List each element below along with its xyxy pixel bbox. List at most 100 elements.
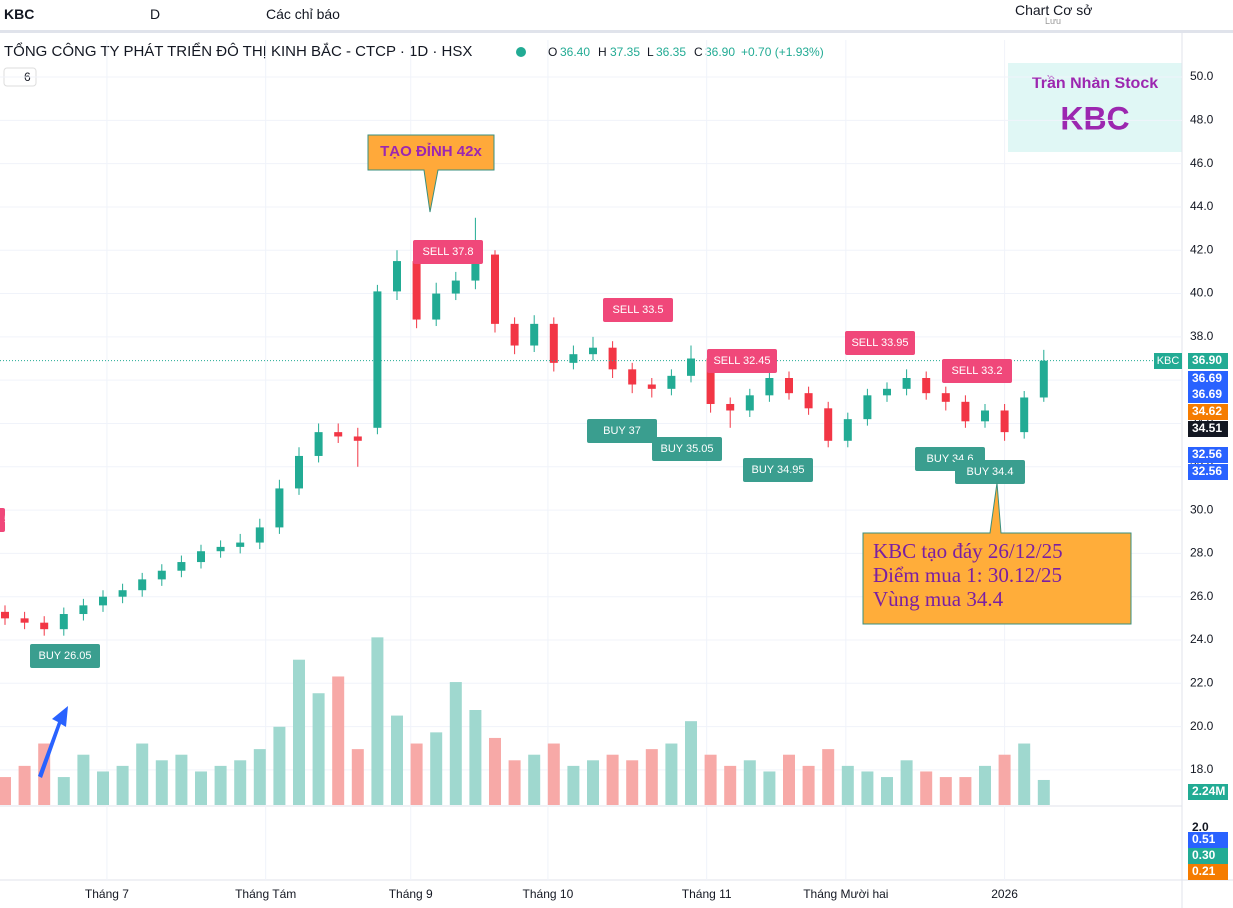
signal-box bbox=[0, 508, 5, 532]
volume-bar bbox=[665, 743, 678, 805]
signal-label: BUY 34.95 bbox=[751, 464, 804, 476]
h-value: 37.35 bbox=[610, 45, 640, 59]
volume-bar bbox=[587, 760, 599, 805]
signal-label: SELL 33.5 bbox=[613, 304, 664, 316]
candle-body bbox=[314, 432, 323, 456]
candle-body bbox=[883, 388, 891, 396]
axis-badge bbox=[1188, 404, 1228, 420]
axis-badge-label: 32.56 bbox=[1192, 447, 1222, 461]
volume-bar bbox=[332, 676, 345, 805]
y-tick-label: 22.0 bbox=[1190, 675, 1214, 689]
o-value: 36.40 bbox=[560, 45, 590, 59]
legend: TỔNG CÔNG TY PHÁT TRIỂN ĐÔ THỊ KINH BẮC … bbox=[3, 42, 824, 87]
candle-body bbox=[745, 395, 754, 411]
y-tick-label: 24.0 bbox=[1190, 632, 1214, 646]
o-label: O bbox=[548, 45, 557, 59]
volume-bar bbox=[449, 682, 462, 805]
grid bbox=[0, 40, 1182, 880]
candle-body bbox=[981, 410, 989, 422]
candle-body bbox=[295, 455, 303, 489]
candle-body bbox=[706, 358, 715, 404]
candle-body bbox=[373, 291, 382, 428]
axis-badge bbox=[1188, 848, 1228, 864]
volume-bar bbox=[959, 777, 972, 805]
interval[interactable]: D bbox=[150, 6, 161, 22]
volume-bar bbox=[979, 765, 991, 805]
candle-body bbox=[510, 323, 519, 346]
indicators[interactable]: Các chỉ báo bbox=[266, 6, 340, 22]
symbol-search[interactable]: KBC bbox=[4, 6, 35, 22]
note-line: Vùng mua 34.4 bbox=[873, 587, 1004, 611]
volume-bar bbox=[939, 777, 952, 805]
candle-body bbox=[843, 419, 852, 441]
volume-bar bbox=[1037, 779, 1050, 805]
x-tick-label: Tháng 9 bbox=[389, 887, 433, 901]
candle-body bbox=[1, 611, 9, 619]
volume-bar bbox=[763, 771, 776, 805]
y-tick-label: 42.0 bbox=[1190, 242, 1214, 256]
volume-bar bbox=[508, 760, 521, 805]
volume-bar bbox=[253, 749, 266, 805]
candle-body bbox=[491, 254, 499, 324]
candle-body bbox=[549, 323, 558, 363]
volume-bar bbox=[626, 760, 639, 805]
x-tick-label: Tháng Tám bbox=[235, 887, 296, 901]
change: +0.70 (+1.93%) bbox=[741, 45, 824, 59]
volume-bar bbox=[410, 743, 423, 805]
candle-body bbox=[647, 384, 656, 389]
y-tick-label: 50.0 bbox=[1190, 69, 1214, 83]
volume-bar bbox=[724, 765, 737, 805]
volume-bar bbox=[430, 732, 443, 805]
volume-bar bbox=[273, 726, 286, 805]
volume-bar bbox=[312, 693, 325, 805]
volume-bar bbox=[116, 765, 129, 805]
candle-body bbox=[99, 596, 107, 606]
candle-body bbox=[804, 393, 813, 409]
toolbar: KBC D Các chỉ báo Chart Cơ sở Lưu bbox=[0, 0, 1233, 33]
candle-body bbox=[138, 579, 147, 591]
volume-bar bbox=[469, 710, 482, 805]
x-tick-label: Tháng 11 bbox=[682, 887, 732, 901]
candle-body bbox=[412, 261, 421, 320]
volume-bar bbox=[0, 777, 11, 805]
save[interactable]: Lưu bbox=[1045, 16, 1062, 26]
signal-box bbox=[587, 419, 657, 443]
layout[interactable]: Chart Cơ sở bbox=[1015, 2, 1093, 18]
note-line: KBC tạo đáy 26/12/25 bbox=[873, 539, 1063, 563]
signal-box bbox=[942, 359, 1012, 383]
candle-body bbox=[1039, 360, 1048, 398]
volume-bar bbox=[77, 754, 90, 805]
volume-bar bbox=[920, 771, 933, 805]
axis-badge bbox=[1188, 421, 1228, 437]
signal-label: BUY 37 bbox=[603, 425, 641, 437]
signal-label: BUY 34.4 bbox=[967, 466, 1014, 478]
y-tick-label: 40.0 bbox=[1190, 286, 1214, 300]
candle-body bbox=[255, 527, 264, 543]
candle-body bbox=[824, 408, 833, 441]
note-callout bbox=[862, 482, 1132, 625]
volume-bar bbox=[234, 760, 247, 805]
legend-title: TỔNG CÔNG TY PHÁT TRIỂN ĐÔ THỊ KINH BẮC … bbox=[4, 42, 472, 60]
volume-bar bbox=[175, 754, 188, 805]
volume-bar bbox=[685, 721, 697, 805]
signal-label: SELL 33.2 bbox=[952, 365, 1003, 377]
signal-label: SELL 37.8 bbox=[423, 246, 474, 258]
volume-bar bbox=[371, 637, 384, 805]
y-tick-label: 18.0 bbox=[1190, 762, 1214, 776]
peak-callout bbox=[367, 134, 495, 213]
volume-bar bbox=[391, 715, 403, 805]
axis-badge-label: 0.21 bbox=[1192, 864, 1216, 878]
volume-bar bbox=[606, 754, 619, 805]
watermark-author: Trần Nhàn Stock bbox=[1032, 75, 1158, 92]
axis-badge-label: 32.56 bbox=[1192, 464, 1222, 478]
candle-body bbox=[608, 347, 617, 370]
axis-badge bbox=[1188, 864, 1228, 880]
candle-body bbox=[20, 618, 29, 623]
candle-body bbox=[569, 354, 578, 363]
signal-box bbox=[413, 240, 483, 264]
volume-bar bbox=[900, 760, 913, 805]
y-tick-label: 38.0 bbox=[1190, 329, 1214, 343]
candle-body bbox=[216, 546, 225, 552]
candle-body bbox=[471, 254, 480, 281]
signal-box bbox=[707, 349, 777, 373]
